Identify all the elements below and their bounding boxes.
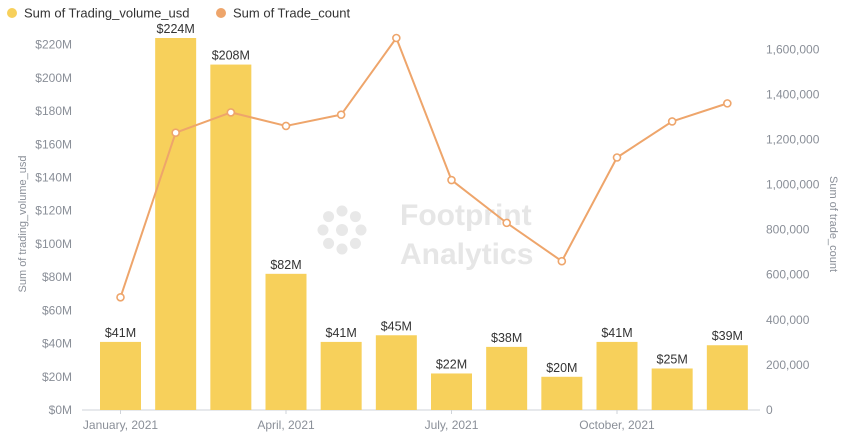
- bar: [265, 273, 307, 410]
- y-left-tick-label: $100M: [35, 237, 72, 251]
- chart-axes: $0M $20M $40M $60M $80M $100M $120M $140M $160M $…: [17, 38, 839, 432]
- x-tick-label: January, 2021: [83, 418, 158, 432]
- bar: [596, 341, 638, 410]
- y-left-axis-title: Sum of trading_volume_usd: [17, 156, 29, 293]
- logo-petal: [323, 237, 335, 249]
- legend-label: Sum of Trading_volume_usd: [24, 6, 189, 21]
- legend-item[interactable]: Sum of Trade_count: [216, 6, 350, 21]
- line-point: [667, 117, 677, 126]
- line-point: [116, 292, 125, 302]
- bar-data-label: $224M: [157, 22, 195, 36]
- logo-petal: [349, 237, 361, 249]
- logo-center: [336, 224, 348, 236]
- bar-data-label: $45M: [381, 319, 412, 333]
- bar: [541, 376, 583, 410]
- trade-count-line: [119, 37, 728, 298]
- y-right-axis-title: Sum of trade_count: [827, 176, 839, 272]
- y-right-tick-label: 800,000: [766, 223, 810, 237]
- y-left-tick-label: $80M: [42, 270, 72, 284]
- bar: [431, 373, 472, 410]
- x-tick-label: October, 2021: [579, 418, 655, 432]
- bar-data-label: $20M: [546, 361, 577, 375]
- bar: [375, 335, 417, 410]
- bar: [486, 346, 528, 410]
- bar-data-label: $41M: [105, 326, 136, 340]
- y-right-tick-label: 1,600,000: [766, 42, 820, 56]
- bar: [706, 345, 748, 410]
- bar-data-labels: $41M $224M $208M $82M $41M $45M $22M $38M $20M $4…: [105, 22, 743, 375]
- y-left-tick-label: $220M: [35, 38, 72, 52]
- logo-petal: [355, 224, 367, 236]
- y-right-tick-label: 0: [766, 403, 773, 417]
- bar: [155, 38, 197, 410]
- footprint-logo-icon: [317, 205, 367, 255]
- y-left-tick-label: $160M: [35, 137, 72, 151]
- y-right-tick-label: 600,000: [766, 268, 810, 282]
- y-left-tick-label: $200M: [35, 71, 72, 85]
- bar-data-label: $41M: [326, 326, 357, 340]
- line-point: [502, 218, 511, 228]
- line-point: [723, 99, 732, 108]
- watermark-line1: Footprint: [400, 199, 532, 232]
- y-right-tick-label: 1,400,000: [766, 87, 820, 101]
- logo-petal: [317, 224, 329, 236]
- y-left-tick-label: $0M: [49, 403, 72, 417]
- line-point: [281, 121, 291, 131]
- footprint-watermark: Footprint Analytics: [317, 199, 533, 271]
- line-point: [557, 256, 567, 266]
- x-tick-label: July, 2021: [425, 418, 479, 432]
- bar-data-label: $82M: [270, 258, 301, 272]
- bar-data-label: $39M: [712, 329, 743, 343]
- bar: [320, 341, 362, 410]
- y-left-tick-label: $60M: [42, 303, 72, 317]
- y-right-tick-label: 1,200,000: [766, 132, 820, 146]
- logo-petal: [336, 243, 348, 255]
- logo-petal: [323, 211, 335, 223]
- line-point: [447, 175, 456, 185]
- bar-data-label: $25M: [657, 352, 688, 366]
- y-left-tick-label: $180M: [35, 104, 72, 118]
- bar: [651, 368, 693, 410]
- chart-legend[interactable]: Sum of Trading_volume_usd Sum of Trade_co…: [7, 6, 350, 21]
- y-left-tick-label: $40M: [42, 337, 72, 351]
- bar: [210, 64, 252, 411]
- bar-data-label: $208M: [212, 49, 250, 63]
- legend-item[interactable]: Sum of Trading_volume_usd: [7, 6, 189, 21]
- legend-label: Sum of Trade_count: [233, 6, 350, 21]
- logo-petal: [349, 211, 361, 223]
- line-point: [612, 153, 622, 162]
- legend-marker-icon: [216, 8, 226, 18]
- y-right-tick-label: 200,000: [766, 358, 810, 372]
- line-point: [336, 110, 346, 119]
- watermark-line2: Analytics: [400, 238, 533, 271]
- line-point: [392, 33, 401, 43]
- bar-data-label: $22M: [436, 357, 467, 371]
- line-point: [171, 128, 180, 137]
- x-tick-label: April, 2021: [257, 418, 315, 432]
- y-left-tick-label: $140M: [35, 171, 72, 185]
- y-left-tick-label: $20M: [42, 370, 72, 384]
- y-left-tick-label: $120M: [35, 204, 72, 218]
- y-right-tick-label: 400,000: [766, 313, 810, 327]
- y-right-tick-label: 1,000,000: [766, 178, 820, 192]
- bar: [100, 341, 141, 410]
- logo-petal: [336, 205, 348, 217]
- bar-data-label: $41M: [601, 326, 632, 340]
- line-point: [226, 108, 236, 117]
- bar-series: [100, 38, 748, 411]
- legend-marker-icon: [7, 8, 17, 18]
- bar-data-label: $38M: [491, 331, 522, 345]
- line-series: [116, 33, 732, 302]
